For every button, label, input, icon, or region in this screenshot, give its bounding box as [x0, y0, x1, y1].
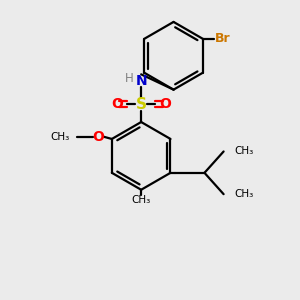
- Text: S: S: [136, 97, 147, 112]
- Text: CH₃: CH₃: [234, 189, 253, 199]
- Text: H: H: [124, 72, 133, 85]
- Text: CH₃: CH₃: [234, 146, 253, 157]
- Text: O: O: [92, 130, 104, 144]
- Text: CH₃: CH₃: [131, 195, 151, 205]
- Text: Br: Br: [215, 32, 230, 45]
- Text: N: N: [135, 74, 147, 88]
- Text: O: O: [159, 98, 171, 111]
- Text: O: O: [112, 98, 124, 111]
- Text: CH₃: CH₃: [50, 132, 70, 142]
